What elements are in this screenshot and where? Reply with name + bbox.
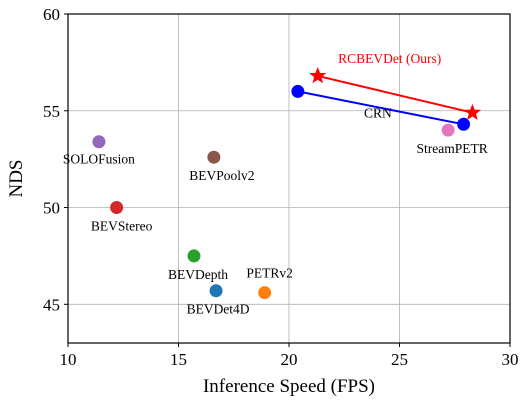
- x-axis-ticks: 10 15 20 25 30: [60, 343, 519, 369]
- series-label-rcbevdet-ours: RCBEVDet (Ours): [338, 51, 441, 66]
- y-tick-label: 45: [43, 295, 60, 314]
- x-tick-label: 10: [60, 350, 77, 369]
- series-line-crn: [297, 90, 464, 126]
- y-axis-ticks: 45 50 55 60: [43, 5, 68, 314]
- point-bevdepth: [187, 249, 201, 263]
- x-tick-label: 20: [281, 350, 298, 369]
- point-bevdet4d: [209, 284, 223, 298]
- series-label-crn: CRN: [364, 105, 392, 120]
- point-labels: SOLOFusion BEVStereo BEVPoolv2 BEVDepth BEVD…: [63, 51, 488, 317]
- label-solofusion: SOLOFusion: [63, 152, 135, 167]
- y-tick-label: 50: [43, 199, 60, 218]
- x-axis-title: Inference Speed (FPS): [203, 376, 375, 397]
- x-tick-label: 15: [170, 350, 187, 369]
- label-streampetr: StreamPETR: [416, 141, 487, 156]
- y-tick-label: 55: [43, 102, 60, 121]
- x-tick-label: 25: [391, 350, 408, 369]
- point-streampetr: [441, 123, 455, 137]
- point-petrv2: [258, 286, 272, 300]
- series-point-rcbevdet-ours: [309, 66, 327, 84]
- data-marks: [92, 66, 481, 300]
- y-tick-label: 60: [43, 5, 60, 24]
- label-petrv2: PETRv2: [246, 266, 293, 281]
- series-point-crn: [291, 84, 305, 98]
- label-bevpoolv2: BEVPoolv2: [189, 168, 254, 183]
- point-bevstereo: [110, 201, 124, 215]
- y-axis-title: NDS: [6, 159, 27, 197]
- label-bevdet4d: BEVDet4D: [187, 302, 250, 317]
- x-tick-label: 30: [502, 350, 519, 369]
- series-line-rcbevdet-ours: [317, 74, 473, 114]
- label-bevstereo: BEVStereo: [91, 219, 153, 234]
- label-bevdepth: BEVDepth: [168, 267, 228, 282]
- series-point-rcbevdet-ours: [463, 103, 481, 120]
- point-bevpoolv2: [207, 150, 221, 164]
- series-lines: [297, 74, 473, 126]
- series-point-crn: [457, 117, 471, 131]
- grid-lines: [67, 13, 511, 343]
- point-solofusion: [92, 135, 106, 149]
